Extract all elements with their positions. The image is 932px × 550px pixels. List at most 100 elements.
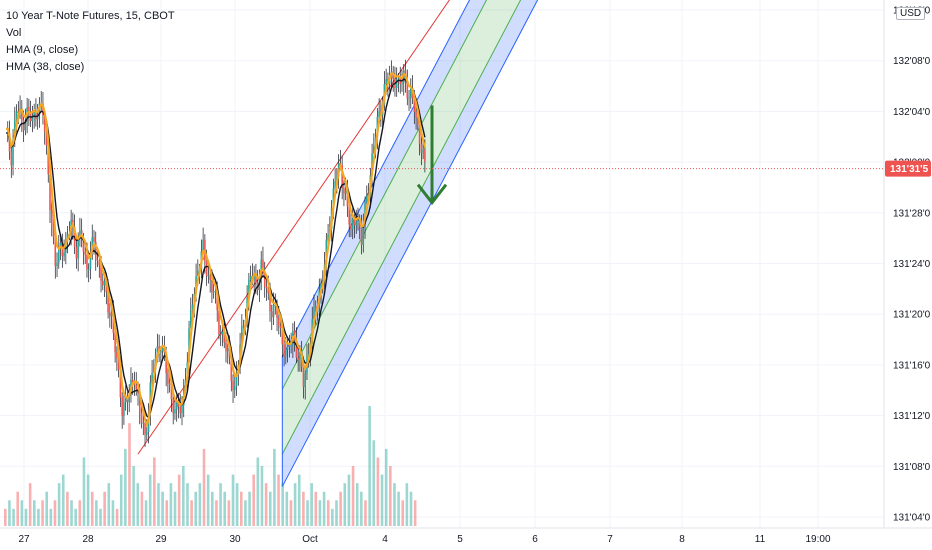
candle-body xyxy=(89,252,92,270)
volume-bar xyxy=(285,491,289,526)
volume-bar xyxy=(161,491,164,526)
candle-body xyxy=(52,226,55,238)
candle-body xyxy=(96,259,99,261)
channel-upper-inner-band xyxy=(282,0,504,422)
candle-body xyxy=(33,110,35,117)
candle-body xyxy=(100,265,102,281)
volume-bar xyxy=(53,500,57,526)
volume-bar xyxy=(252,474,255,526)
volume-bar xyxy=(16,491,20,526)
candle-body xyxy=(119,369,122,398)
candle-body xyxy=(424,149,426,162)
legend-hma-38[interactable]: HMA (38, close) xyxy=(6,61,85,73)
candle-body xyxy=(327,234,329,240)
candle-body xyxy=(12,139,14,166)
hma-lines xyxy=(6,72,426,428)
candle-body xyxy=(202,239,204,252)
volume-bar xyxy=(219,483,222,526)
candle-body xyxy=(114,333,116,353)
volume-bar xyxy=(405,483,409,526)
candle-body xyxy=(263,271,266,287)
candle-body xyxy=(168,383,171,386)
volume-bar xyxy=(57,483,61,526)
price-axis-background[interactable] xyxy=(884,0,932,550)
candle-body xyxy=(378,111,380,117)
candle-body xyxy=(107,292,109,313)
candle-body xyxy=(285,349,287,357)
candle-body xyxy=(207,275,210,277)
volume-bar xyxy=(4,508,7,526)
candle-body xyxy=(43,115,46,132)
legend-hma-9[interactable]: HMA (9, close) xyxy=(6,44,79,56)
down-arrow-annotation[interactable] xyxy=(416,105,448,206)
volume-bar xyxy=(45,491,48,526)
candle-body xyxy=(91,237,94,253)
volume-bar xyxy=(223,491,227,526)
candle-body xyxy=(341,165,343,188)
candle-body xyxy=(45,131,48,146)
candle-body xyxy=(415,111,417,118)
candle-body xyxy=(344,190,347,194)
volume-bar xyxy=(368,406,371,526)
candle-body xyxy=(272,304,275,318)
candle-body xyxy=(77,238,79,259)
candle-body xyxy=(24,121,27,131)
candle-body xyxy=(320,283,322,291)
candle-body xyxy=(343,187,345,194)
candle-body xyxy=(420,143,423,153)
volume-bar xyxy=(318,500,322,526)
price-tick-label: 132'08'0 xyxy=(893,56,931,67)
candle-body xyxy=(86,254,88,270)
price-tick-label: 131'08'0 xyxy=(893,462,931,473)
last-price-tag-bg xyxy=(885,160,931,177)
volume-bar xyxy=(409,491,413,526)
price-tick-label: 131'20'0 xyxy=(893,310,931,321)
volume-bar xyxy=(157,483,160,526)
candle-body xyxy=(314,305,317,312)
volume-bar xyxy=(364,500,367,526)
candle-body xyxy=(84,251,86,255)
time-axis-background[interactable] xyxy=(0,528,884,550)
candle-body xyxy=(209,275,211,280)
time-tick-label: 29 xyxy=(155,534,167,545)
candle-body xyxy=(179,406,182,414)
volume-bar xyxy=(8,500,11,526)
candle-body xyxy=(146,432,148,435)
candle-body xyxy=(406,82,409,99)
time-tick-label: 7 xyxy=(607,534,613,545)
legend-vol[interactable]: Vol xyxy=(6,27,22,39)
candle-body xyxy=(75,247,78,259)
volume-bar xyxy=(273,448,276,526)
candle-body xyxy=(225,342,227,352)
volume-bar xyxy=(310,483,313,526)
candle-body xyxy=(371,153,373,176)
price-tick-label: 131'04'0 xyxy=(893,513,931,524)
volume-bar xyxy=(169,483,173,526)
volume-bar xyxy=(20,500,24,526)
volume-bar xyxy=(190,500,193,526)
candle-body xyxy=(181,405,183,414)
time-tick-label: 4 xyxy=(382,534,388,545)
channel-boundary-line xyxy=(281,0,488,390)
currency-badge[interactable]: USD xyxy=(896,7,926,20)
time-tick-label: 28 xyxy=(82,534,94,545)
candle-body xyxy=(10,151,13,166)
regression-channel[interactable] xyxy=(137,0,680,487)
volume-bar xyxy=(28,483,32,526)
volume-bar xyxy=(70,500,73,526)
symbol-title[interactable]: 10 Year T-Note Futures, 15, CBOT xyxy=(6,10,175,22)
time-tick-label: 8 xyxy=(679,534,685,545)
candle-body xyxy=(131,379,134,383)
candle-body xyxy=(410,88,412,98)
volume-bar xyxy=(264,483,268,526)
volume-bar xyxy=(206,474,210,526)
candle-body xyxy=(165,352,167,374)
candle-body xyxy=(385,79,387,84)
channel-boundary-line xyxy=(281,0,471,358)
volume-bar xyxy=(119,474,123,526)
candle-body xyxy=(218,310,220,335)
candle-body xyxy=(121,397,123,416)
volume-bar xyxy=(248,491,251,526)
